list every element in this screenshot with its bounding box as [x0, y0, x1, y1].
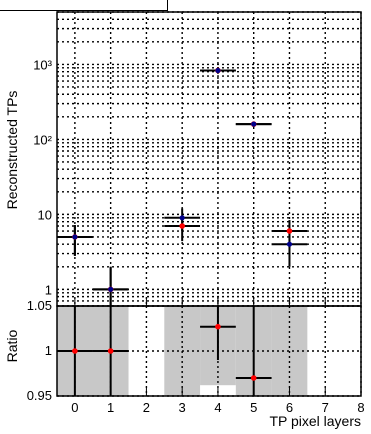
x-tick-label: 0	[71, 400, 78, 415]
ratio-data-points	[57, 306, 272, 396]
ratio-panel-frame	[56, 305, 362, 397]
x-tick-label: 1	[107, 400, 114, 415]
x-tick-label: 4	[214, 400, 221, 415]
main-panel-background	[57, 12, 361, 306]
main-y-tick-label: 10	[38, 207, 52, 222]
ratio-y-tick-label: 1	[45, 343, 52, 358]
main-data-marker	[179, 223, 185, 229]
main-data-marker	[251, 121, 257, 127]
main-grid	[57, 11, 362, 307]
main-data-marker	[72, 234, 78, 240]
main-y-axis-label: Reconstructed TPs	[4, 91, 20, 210]
x-tick-label: 6	[286, 400, 293, 415]
main-y-tick-label: 10²	[33, 132, 52, 147]
ratio-data-marker	[107, 348, 114, 354]
ratio-y-tick-label: 0.95	[27, 388, 52, 403]
legend-box	[0, 0, 168, 11]
main-data-marker	[286, 228, 293, 234]
ratio-data-marker	[215, 323, 221, 330]
ratio-data-marker	[250, 375, 257, 381]
axis-ticks	[74, 298, 362, 396]
main-data-marker	[286, 241, 293, 247]
main-data-marker	[179, 215, 185, 221]
x-axis-label: TP pixel layers	[269, 413, 361, 429]
main-data-marker	[215, 67, 221, 74]
main-data-marker	[108, 286, 114, 292]
ratio-y-axis-label: Ratio	[4, 329, 20, 362]
x-tick-label: 8	[357, 400, 364, 415]
main-y-tick-label: 1	[45, 282, 52, 297]
x-tick-label: 3	[179, 400, 186, 415]
ratio-data-marker	[72, 348, 78, 354]
x-tick-label: 5	[250, 400, 257, 415]
ratio-y-tick-label: 1.05	[27, 298, 52, 313]
x-tick-label: 7	[322, 400, 329, 415]
main-y-tick-label: 10³	[33, 57, 52, 72]
x-tick-label: 2	[143, 400, 150, 415]
